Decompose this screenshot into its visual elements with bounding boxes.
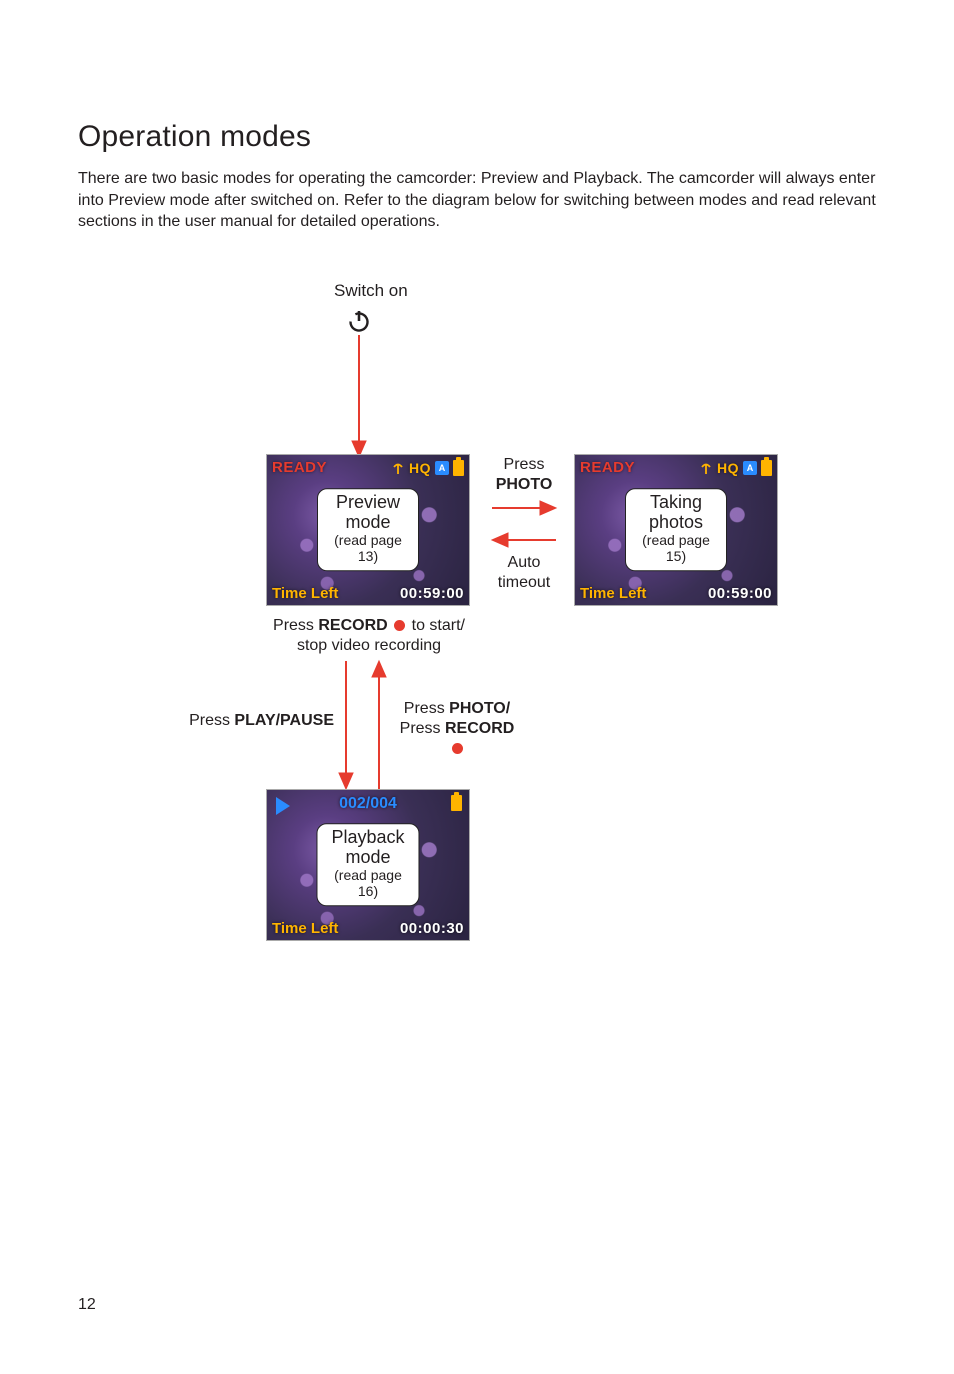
playback-mode-title: Playback mode xyxy=(331,828,404,868)
preview-mode-box: Preview mode (read page 13) xyxy=(317,488,419,572)
time-left-label: Time Left xyxy=(272,585,338,602)
hq-badge: HQ xyxy=(409,460,431,476)
status-ready: READY xyxy=(272,459,327,476)
to-start-word: to start/ xyxy=(407,617,465,634)
photo-mode-box: Taking photos (read page 15) xyxy=(625,488,727,572)
auto-badge-icon xyxy=(435,461,449,475)
playback-screen: 002/004 Playback mode (read page 16) Tim… xyxy=(266,789,470,941)
photo-screen: READY HQ Taking photos (read page 15) Ti… xyxy=(574,454,778,606)
preview-mode-title: Preview mode xyxy=(332,493,404,533)
auto-word: Auto xyxy=(508,554,541,571)
signal-icon xyxy=(699,461,713,475)
arrow-power-to-preview xyxy=(357,335,361,457)
record-word: RECORD xyxy=(445,720,514,737)
press-word: Press xyxy=(273,617,318,634)
play-pause-label: Press PLAY/PAUSE xyxy=(174,711,334,731)
timeout-word: timeout xyxy=(498,574,550,591)
press-word: Press xyxy=(504,456,545,473)
auto-timeout-label: Auto timeout xyxy=(486,553,562,593)
arrow-to-photo xyxy=(492,501,556,515)
signal-icon xyxy=(391,461,405,475)
playback-mode-box: Playback mode (read page 16) xyxy=(316,823,419,907)
preview-mode-sub: (read page 13) xyxy=(332,533,404,565)
photo-record-label: Press PHOTO/ Press RECORD xyxy=(392,699,522,759)
record-word: RECORD xyxy=(318,617,387,634)
record-dot-icon xyxy=(452,743,463,754)
arrow-from-photo xyxy=(492,533,556,547)
status-ready: READY xyxy=(580,459,635,476)
playback-counter: 002/004 xyxy=(266,795,470,813)
mode-diagram: Switch on READY HQ Preview mode (read pa… xyxy=(134,281,774,1021)
battery-icon xyxy=(453,460,464,476)
time-left-label: Time Left xyxy=(272,920,338,937)
record-dot-icon xyxy=(394,620,405,631)
auto-badge-icon xyxy=(743,461,757,475)
power-icon xyxy=(347,309,371,333)
hq-badge: HQ xyxy=(717,460,739,476)
press-word: Press xyxy=(189,712,234,729)
press-word: Press xyxy=(404,700,449,717)
page-title: Operation modes xyxy=(78,120,876,154)
photo-mode-title: Taking photos xyxy=(640,493,712,533)
battery-icon xyxy=(451,795,462,811)
press-photo-label: Press PHOTO xyxy=(489,455,559,495)
battery-icon xyxy=(761,460,772,476)
play-pause-word: PLAY/PAUSE xyxy=(234,712,334,729)
arrow-down-to-playback xyxy=(339,661,353,789)
photo-mode-sub: (read page 15) xyxy=(640,533,712,565)
photo-word: PHOTO xyxy=(496,476,553,493)
time-left-value: 00:00:30 xyxy=(400,920,464,937)
arrow-up-from-playback xyxy=(372,661,386,789)
time-left-value: 00:59:00 xyxy=(400,585,464,602)
playback-mode-sub: (read page 16) xyxy=(331,868,404,900)
time-left-label: Time Left xyxy=(580,585,646,602)
time-left-value: 00:59:00 xyxy=(708,585,772,602)
switch-on-label: Switch on xyxy=(334,281,408,301)
stop-recording-word: stop video recording xyxy=(297,637,441,654)
photo-slash-word: PHOTO/ xyxy=(449,700,510,717)
press-word: Press xyxy=(400,720,445,737)
intro-text: There are two basic modes for operating … xyxy=(78,168,876,233)
record-start-stop-label: Press RECORD to start/ stop video record… xyxy=(264,616,474,656)
preview-screen: READY HQ Preview mode (read page 13) Tim… xyxy=(266,454,470,606)
page-number: 12 xyxy=(78,1296,96,1314)
